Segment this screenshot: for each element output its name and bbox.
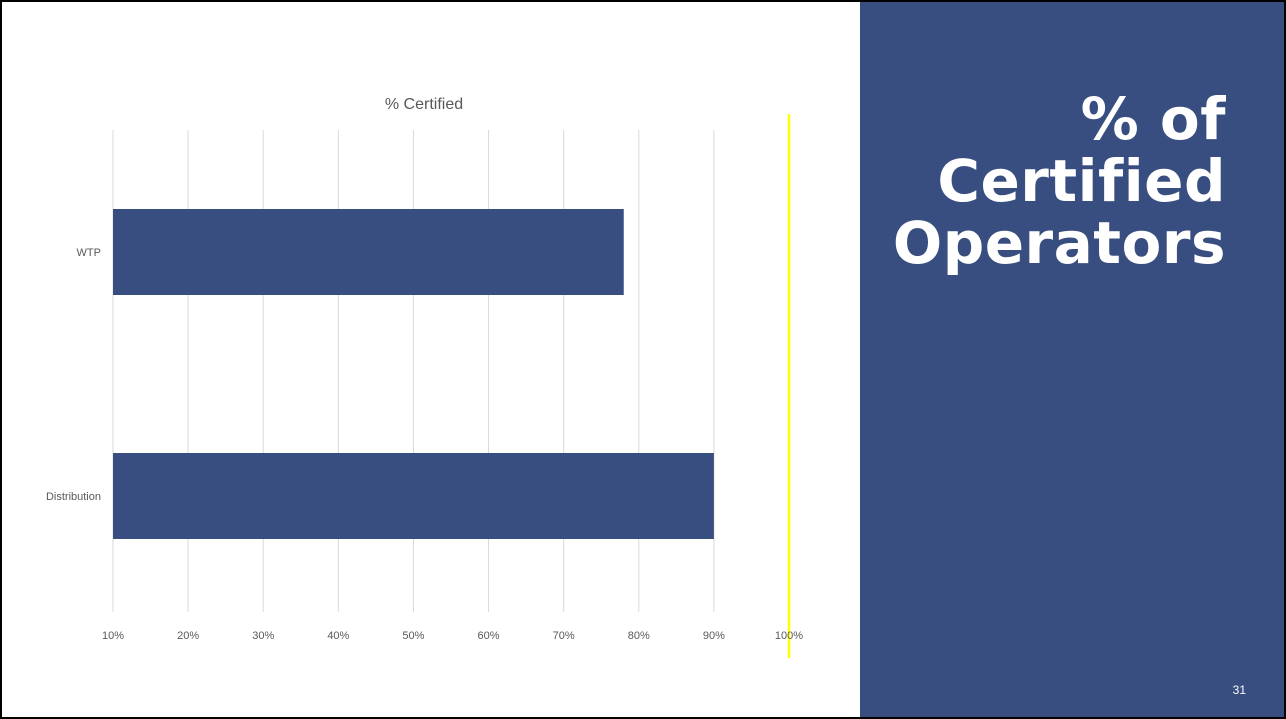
x-axis-ticks: 10% 20% 30% 40% 50% 60% 70% 80% 90% 100%	[102, 630, 803, 642]
category-label: WTP	[77, 247, 101, 259]
bar-distribution	[113, 453, 714, 539]
x-tick-label: 50%	[402, 630, 424, 642]
x-tick-label: 80%	[628, 630, 650, 642]
bar-chart: % Certified 10% 20% 30% 40% 50% 60% 70% 80% 90% 1…	[46, 96, 803, 658]
x-tick-label: 100%	[775, 630, 803, 642]
slide-heading: % of Certified Operators	[892, 85, 1226, 277]
bars	[113, 209, 714, 539]
chart-area: % Certified 10% 20% 30% 40% 50% 60% 70% 80% 90% 1…	[2, 2, 860, 717]
x-tick-label: 40%	[327, 630, 349, 642]
y-axis-categories: WTP Distribution	[46, 247, 101, 503]
gridlines	[112, 130, 790, 612]
x-tick-label: 60%	[478, 630, 500, 642]
bar-wtp	[113, 209, 624, 295]
category-label: Distribution	[46, 491, 101, 503]
x-tick-label: 30%	[252, 630, 274, 642]
side-panel: % of Certified Operators 31	[860, 2, 1284, 717]
x-tick-label: 20%	[177, 630, 199, 642]
x-tick-label: 70%	[553, 630, 575, 642]
slide-number: 31	[1232, 683, 1246, 697]
chart-title: % Certified	[385, 96, 463, 113]
x-tick-label: 90%	[703, 630, 725, 642]
x-tick-label: 10%	[102, 630, 124, 642]
